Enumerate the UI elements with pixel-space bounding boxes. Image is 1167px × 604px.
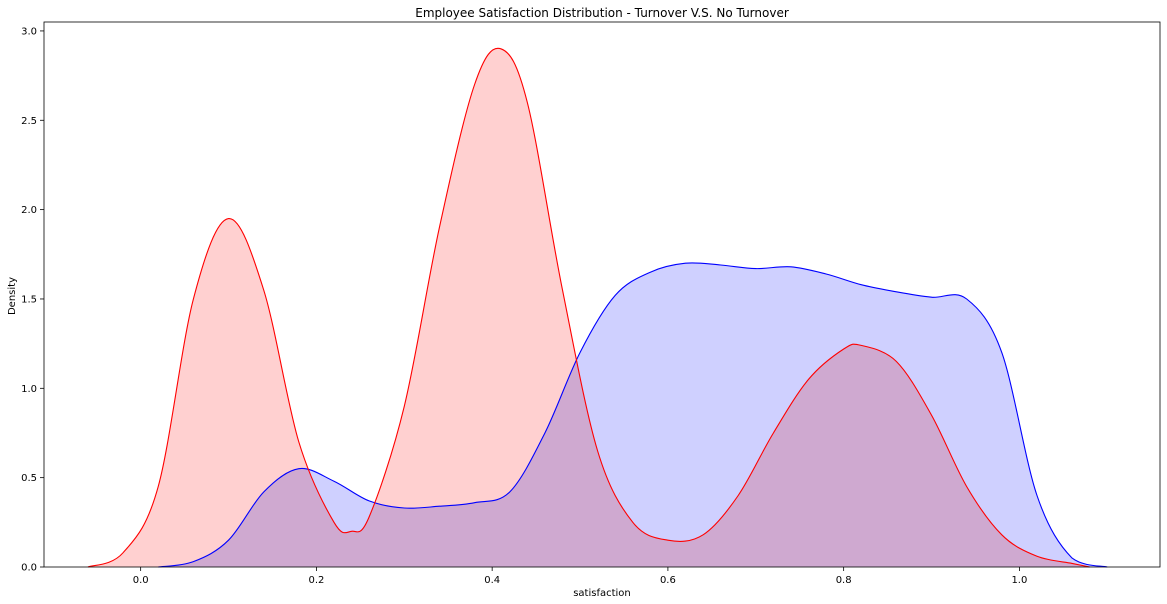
series-1-line [87, 47, 1090, 568]
series-1-area [87, 48, 1090, 568]
x-tick-label: 0.4 [484, 575, 500, 586]
y-tick-label: 0.0 [21, 563, 37, 574]
x-axis-label: satisfaction [573, 588, 631, 599]
plot-frame [43, 21, 1161, 568]
x-tick-label: 0.2 [308, 575, 324, 586]
y-tick-label: 2.0 [21, 205, 37, 216]
y-axis-label: Density [7, 277, 18, 315]
x-tick-label: 1.0 [1011, 575, 1027, 586]
x-tick-label: 0.0 [133, 575, 149, 586]
y-axis: 0.0 0.5 1.0 1.5 2.0 2.5 3.0 [21, 26, 44, 574]
y-tick-label: 1.0 [21, 384, 37, 395]
chart-title: Employee Satisfaction Distribution - Tur… [415, 6, 789, 20]
x-tick-label: 0.8 [836, 575, 852, 586]
plot-area [87, 47, 1108, 568]
y-tick-label: 2.5 [21, 116, 37, 127]
x-axis: 0.0 0.2 0.4 0.6 0.8 1.0 [133, 567, 1027, 586]
y-tick-label: 3.0 [21, 26, 37, 37]
x-tick-label: 0.6 [660, 575, 676, 586]
y-tick-label: 0.5 [21, 473, 37, 484]
y-tick-label: 1.5 [21, 294, 37, 305]
series-0-line [158, 262, 1108, 568]
